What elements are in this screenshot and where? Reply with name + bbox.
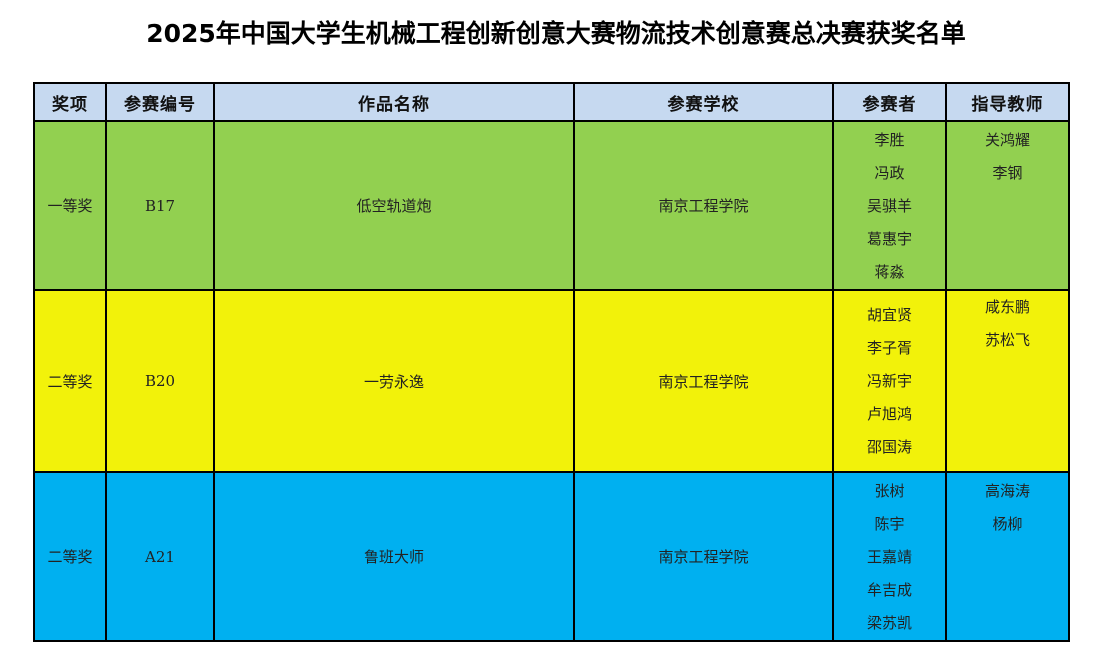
teacher-name: 苏松飞 xyxy=(984,331,1030,349)
teachers-cell: 关鸿耀 李钢 xyxy=(945,120,1070,291)
member-name: 胡宜贤 xyxy=(866,305,912,324)
member-name: 吴骐羊 xyxy=(866,197,912,215)
school-cell: 南京工程学院 xyxy=(573,471,834,642)
member-name: 蒋淼 xyxy=(874,263,905,281)
header-teachers: 指导教师 xyxy=(945,82,1070,122)
member-name: 葛惠宇 xyxy=(866,230,912,248)
school-cell: 南京工程学院 xyxy=(573,120,834,291)
teachers-cell: 高海涛 杨柳 xyxy=(945,471,1070,642)
member-name: 李子胥 xyxy=(866,338,912,357)
work-cell: 鲁班大师 xyxy=(213,471,575,642)
id-cell: B17 xyxy=(105,120,215,291)
teacher-name: 李钢 xyxy=(992,164,1023,182)
members-cell: 李胜冯政吴骐羊葛惠宇蒋淼 xyxy=(832,120,947,291)
member-name: 冯新宇 xyxy=(866,371,912,390)
work-cell: 一劳永逸 xyxy=(213,289,575,473)
teacher-name: 关鸿耀 xyxy=(984,131,1030,149)
id-cell: B20 xyxy=(105,289,215,473)
award-cell: 二等奖 xyxy=(33,471,107,642)
member-name: 王嘉靖 xyxy=(866,548,912,566)
header-school: 参赛学校 xyxy=(573,82,834,122)
member-name: 张树 xyxy=(874,482,905,500)
school-cell: 南京工程学院 xyxy=(573,289,834,473)
teacher-name: 杨柳 xyxy=(992,515,1023,533)
members-cell: 张树陈宇王嘉靖牟吉成梁苏凯 xyxy=(832,471,947,642)
page-title: 2025年中国大学生机械工程创新创意大赛物流技术创意赛总决赛获奖名单 xyxy=(146,19,966,48)
member-name: 邵国涛 xyxy=(866,437,912,456)
teacher-name: 高海涛 xyxy=(984,482,1030,500)
table-row: 一等奖 B17 低空轨道炮 南京工程学院 李胜 冯政 吴骐羊 葛惠宇 蒋淼 关鸿耀 李钢 xyxy=(33,120,1070,291)
member-name: 牟吉成 xyxy=(866,581,912,599)
award-cell: 二等奖 xyxy=(33,289,107,473)
header-work: 作品名称 xyxy=(213,82,575,122)
header-award: 奖项 xyxy=(33,82,107,122)
award-table: 奖项 参赛编号 作品名称 参赛学校 参赛者 指导教师 一等奖 B17 低空轨道炮 南京… xyxy=(33,82,1070,642)
award-cell: 一等奖 xyxy=(33,120,107,291)
header-row: 奖项 参赛编号 作品名称 参赛学校 参赛者 指导教师 xyxy=(33,82,1070,122)
member-name: 陈宇 xyxy=(874,515,905,533)
members-cell: 胡宜贤李子胥冯新宇卢旭鸿邵国涛 xyxy=(832,289,947,473)
header-id: 参赛编号 xyxy=(105,82,215,122)
member-name: 卢旭鸿 xyxy=(866,404,912,423)
header-members: 参赛者 xyxy=(832,82,947,122)
member-name: 李胜 xyxy=(874,131,905,149)
member-name: 梁苏凯 xyxy=(866,614,912,632)
table-row: 二等奖 B20 一劳永逸 南京工程学院 胡宜贤 李子胥 冯新宇 卢旭鸿 邵国涛 咸东鹏 苏松飞 xyxy=(33,289,1070,473)
member-name: 冯政 xyxy=(874,164,905,182)
id-cell: A21 xyxy=(105,471,215,642)
teachers-cell: 咸东鹏 苏松飞 xyxy=(945,289,1070,473)
teacher-name: 咸东鹏 xyxy=(984,298,1030,316)
work-cell: 低空轨道炮 xyxy=(213,120,575,291)
table-row: 二等奖 A21 鲁班大师 南京工程学院 张树 陈宇 王嘉靖 牟吉成 梁苏凯 高海涛 杨柳 xyxy=(33,471,1070,642)
